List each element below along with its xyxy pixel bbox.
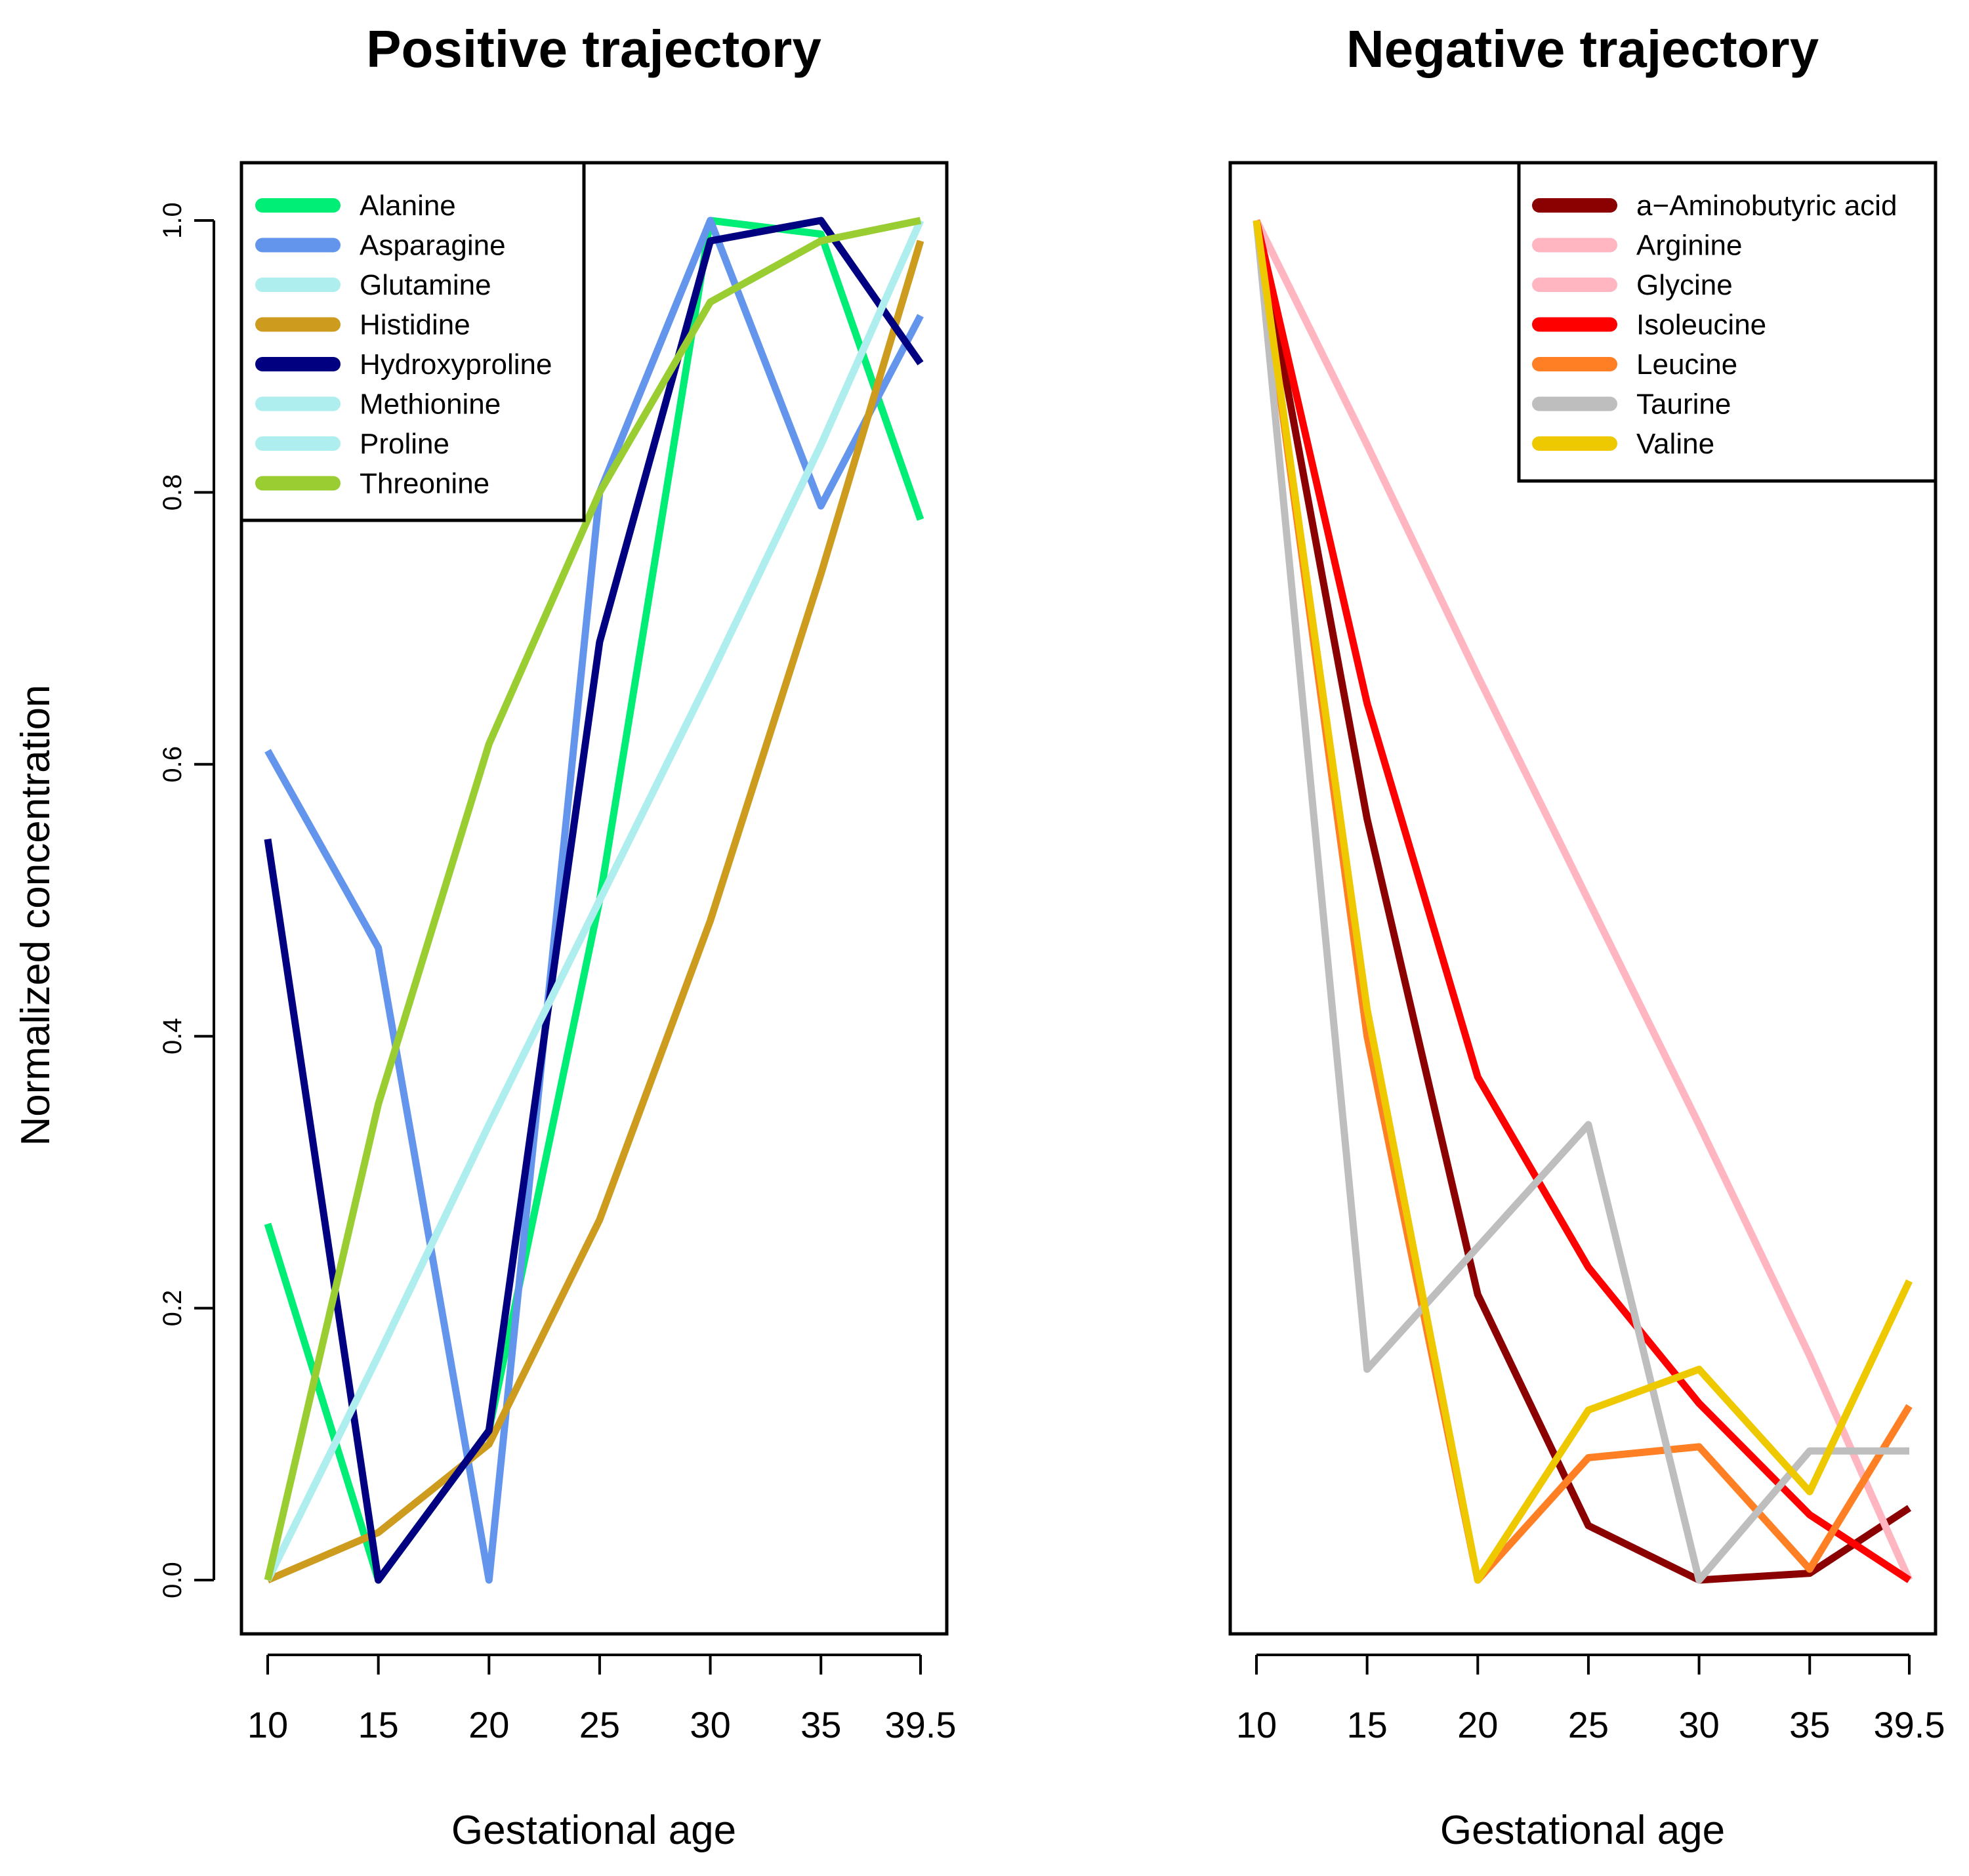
series-line-isoleucine [1253,219,1912,1583]
x-tick-label: 35 [800,1704,841,1745]
legend-label: Methionine [360,388,501,421]
legend-label: Asparagine [360,230,506,262]
series-line-threonine [264,217,922,1581]
y-tick-label: 0.8 [158,474,187,511]
legend-label: Histidine [360,309,470,341]
x-tick-label: 39.5 [1874,1704,1945,1745]
legend-label: Glutamine [360,269,491,301]
x-tick-label: 20 [1457,1704,1498,1745]
y-tick-label: 1.0 [158,202,187,239]
x-tick-label: 30 [690,1704,730,1745]
x-tick-label: 35 [1789,1704,1830,1745]
series-line-a-aminobutyric-acid [1253,219,1912,1584]
series-line-taurine [1253,220,1909,1584]
y-tick-label: 0.6 [158,746,187,783]
x-tick-label: 10 [247,1704,288,1745]
series-line-hydroxyproline [264,217,924,1584]
y-tick-label: 0.0 [158,1562,187,1598]
x-tick-label: 25 [1568,1704,1609,1745]
legend-label: Isoleucine [1636,309,1766,341]
x-axis-label: Gestational age [451,1808,736,1853]
legend-label: Arginine [1636,230,1742,262]
series-line-proline [264,219,924,1582]
x-axis-label: Gestational age [1440,1808,1725,1853]
legend-label: Proline [360,428,449,460]
plot-frame [239,161,949,1636]
legend-label: Hydroxyproline [360,348,552,381]
y-tick-label: 0.2 [158,1290,187,1327]
x-tick-label: 15 [358,1704,398,1745]
legend-label: Glycine [1636,269,1733,301]
legend-label: a−Aminobutyric acid [1636,190,1897,222]
x-tick-label: 20 [468,1704,509,1745]
series-line-leucine [1253,220,1913,1584]
legend-label: Leucine [1636,348,1737,381]
legend-label: Taurine [1636,388,1731,421]
legend: Alanine Asparagine Glutamine Histidine Hydro… [239,161,586,522]
chart-negative-trajectory: Negative trajectory Gestational age 10 15… [1228,20,1945,1853]
x-tick-label: 10 [1236,1704,1277,1745]
series-line-histidine [266,240,924,1584]
y-axis-label: Normalized concentration [13,684,58,1146]
legend-label: Valine [1636,428,1714,460]
legend-box [239,161,586,522]
chart-positive-trajectory: Positive trajectory Gestational age 10 15… [158,20,957,1853]
legend-label: Alanine [360,190,456,222]
series-line-glycine [1253,219,1913,1582]
x-tick-label: 30 [1678,1704,1719,1745]
legend-label: Threonine [360,468,489,500]
chart-title: Positive trajectory [366,20,821,78]
legend: a−Aminobutyric acid Arginine Glycine Isoleu… [1517,161,1938,483]
x-tick-label: 25 [579,1704,620,1745]
x-tick-label: 15 [1346,1704,1387,1745]
x-tick-label: 39.5 [885,1704,957,1745]
series-line-valine [1253,220,1913,1584]
y-tick-label: 0.4 [158,1018,187,1054]
chart-title: Negative trajectory [1346,20,1819,78]
